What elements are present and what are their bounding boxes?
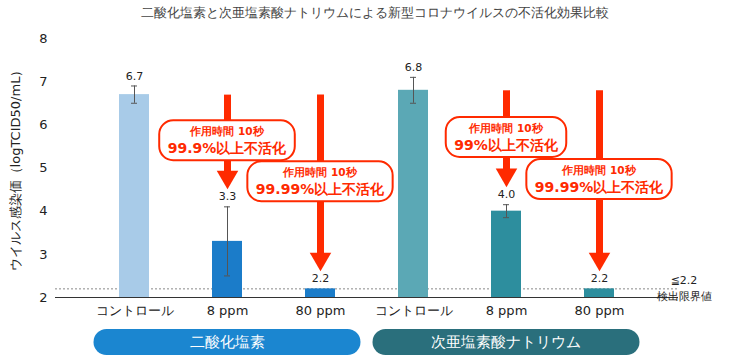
svg-text:≦2.2: ≦2.2 <box>671 274 698 287</box>
svg-text:作用時間 10秒: 作用時間 10秒 <box>561 164 636 176</box>
svg-text:3: 3 <box>39 246 47 261</box>
svg-text:99.99%以上不活化: 99.99%以上不活化 <box>535 179 664 195</box>
svg-text:7: 7 <box>39 74 47 89</box>
svg-text:6.8: 6.8 <box>405 61 423 74</box>
svg-text:4.0: 4.0 <box>498 188 516 201</box>
svg-text:8 ppm: 8 ppm <box>207 303 249 318</box>
svg-text:80 ppm: 80 ppm <box>575 303 625 318</box>
svg-text:3.3: 3.3 <box>219 190 237 203</box>
svg-text:99%以上不活化: 99%以上不活化 <box>454 137 559 153</box>
svg-text:8: 8 <box>39 31 47 46</box>
svg-text:作用時間 10秒: 作用時間 10秒 <box>282 166 357 178</box>
svg-text:二酸化塩素: 二酸化塩素 <box>190 333 265 351</box>
svg-text:作用時間 10秒: 作用時間 10秒 <box>468 122 543 134</box>
svg-text:6.7: 6.7 <box>126 70 144 83</box>
svg-text:8 ppm: 8 ppm <box>486 303 528 318</box>
svg-text:2.2: 2.2 <box>312 272 330 285</box>
svg-text:検出限界値: 検出限界値 <box>657 290 712 303</box>
svg-text:6: 6 <box>39 117 47 132</box>
svg-text:コントロール: コントロール <box>96 303 174 318</box>
svg-text:次亜塩素酸ナトリウム: 次亜塩素酸ナトリウム <box>431 333 581 351</box>
svg-text:コントロール: コントロール <box>375 303 453 318</box>
svg-text:ウイルス感染価（logTCID50/mL）: ウイルス感染価（logTCID50/mL） <box>8 64 23 272</box>
html-text:二酸化塩素と次亜塩素酸ナトリウムによる新型コロナウイルスの不: 二酸化塩素と次亜塩素酸ナトリウムによる新型コロナウイルスの不活化効果比較 <box>141 5 609 20</box>
svg-text:99.99%以上不活化: 99.99%以上不活化 <box>256 181 385 197</box>
svg-text:2.2: 2.2 <box>591 272 609 285</box>
svg-text:2: 2 <box>39 290 47 305</box>
svg-text:99.9%以上不活化: 99.9%以上不活化 <box>168 140 288 156</box>
svg-text:5: 5 <box>39 160 47 175</box>
svg-text:作用時間 10秒: 作用時間 10秒 <box>189 125 264 137</box>
svg-text:4: 4 <box>39 203 47 218</box>
svg-text:80 ppm: 80 ppm <box>296 303 346 318</box>
